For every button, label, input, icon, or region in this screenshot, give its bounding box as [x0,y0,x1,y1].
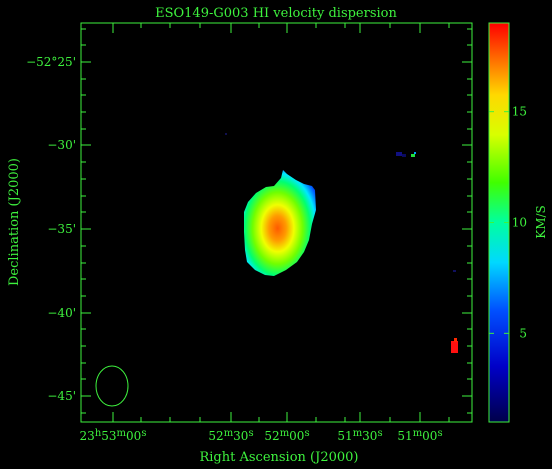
ra-tick-label: 51m30s [337,428,382,443]
colorbar-label: KM/S [534,205,548,239]
dec-tick-label: −30' [47,138,76,152]
dec-tick-label: −35' [47,222,76,236]
colorbar-tick-label: 5 [519,326,527,340]
dec-tick-label: −52°25' [26,55,76,69]
chart-title: ESO149-G003 HI velocity dispersion [155,6,397,21]
colorbar-tick-label: 15 [512,105,527,119]
x-axis-label: Right Ascension (J2000) [199,450,358,465]
y-axis-label: Declination (J2000) [7,158,22,286]
ra-tick-label: 51m00s [397,428,442,443]
ra-tick-label: 23h53m00s [80,428,147,443]
ra-tick-label: 52m00s [264,428,309,443]
ra-tick-labels: 23h53m00s 52m30s 52m00s 51m30s 51m00s [80,428,443,443]
axis-ticks [81,23,472,422]
dec-tick-label: −40' [47,306,76,320]
dec-tick-label: −45' [47,389,76,403]
colorbar-ticks: 15 10 5 [489,105,527,340]
ra-tick-label: 52m30s [208,428,253,443]
colorbar-tick-label: 10 [512,216,527,230]
dec-tick-labels: −52°25' −30' −35' −40' −45' [26,55,76,403]
beam-ellipse [95,365,129,407]
noise-features [225,133,458,353]
